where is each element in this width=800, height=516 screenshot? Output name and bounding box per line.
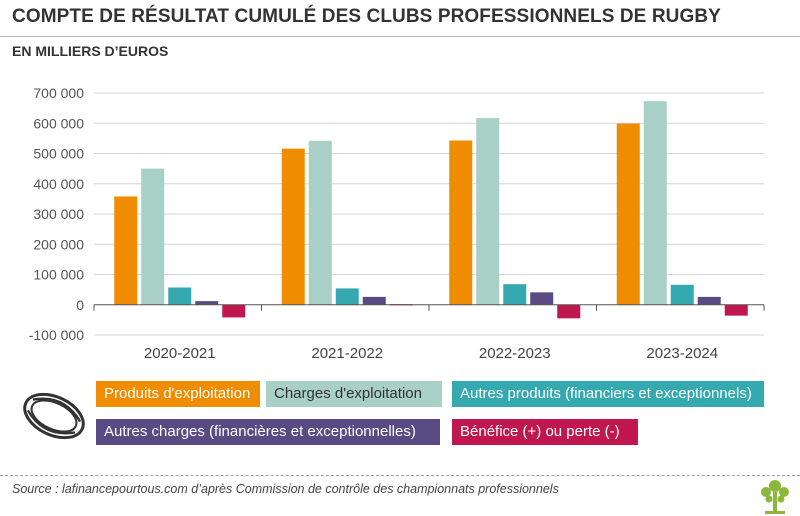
bar [281, 148, 305, 305]
bar [530, 292, 554, 305]
y-tick-label: 400 000 [33, 176, 84, 192]
y-tick-label: 500 000 [33, 146, 84, 162]
bar [195, 301, 219, 305]
rugby-ball-icon [23, 392, 85, 440]
bar [335, 288, 359, 305]
bar [141, 168, 165, 305]
y-tick-label: -100 000 [29, 327, 84, 343]
bar [670, 284, 694, 305]
y-tick-label: 300 000 [33, 206, 84, 222]
bar [557, 304, 581, 319]
y-tick-label: 600 000 [33, 115, 84, 131]
y-tick-label: 700 000 [33, 85, 84, 101]
bar [643, 101, 667, 305]
legend-item-charges-exploitation: Charges d'exploitation [266, 381, 442, 407]
bar [114, 196, 138, 305]
chart-title: COMPTE DE RÉSULTAT CUMULÉ DES CLUBS PROF… [12, 6, 721, 27]
chart-subtitle: EN MILLIERS D’EUROS [12, 43, 169, 59]
bar-chart: -100 000 0 100 000 200 000 300 000 400 000 500… [29, 85, 765, 362]
bar [697, 296, 721, 305]
x-tick-label: 2023-2024 [646, 345, 718, 362]
bar [616, 123, 640, 305]
legend-item-autres-produits: Autres produits (financiers et exception… [452, 381, 764, 407]
x-tick-label: 2020-2021 [144, 345, 216, 362]
bar [308, 140, 332, 305]
legend-item-autres-charges: Autres charges (financières et exception… [96, 419, 440, 445]
bar [724, 304, 748, 316]
legend-item-benefice-perte: Bénéfice (+) ou perte (-) [452, 419, 638, 445]
source-note: Source : lafinancepourtous.com d’après C… [12, 482, 559, 496]
y-tick-label: 0 [76, 297, 84, 313]
bar [476, 118, 500, 305]
x-tick-label: 2022-2023 [479, 345, 551, 362]
bar [362, 296, 386, 305]
bar [222, 304, 246, 318]
bar [168, 287, 192, 305]
legend-item-produits-exploitation: Produits d'exploitation [96, 381, 260, 407]
bar [503, 284, 527, 305]
source-divider [0, 475, 800, 476]
x-tick-label: 2021-2022 [311, 345, 383, 362]
tree-icon [761, 480, 789, 514]
y-tick-label: 100 000 [33, 267, 84, 283]
bar [449, 140, 473, 305]
title-divider [0, 36, 800, 37]
y-tick-label: 200 000 [33, 236, 84, 252]
